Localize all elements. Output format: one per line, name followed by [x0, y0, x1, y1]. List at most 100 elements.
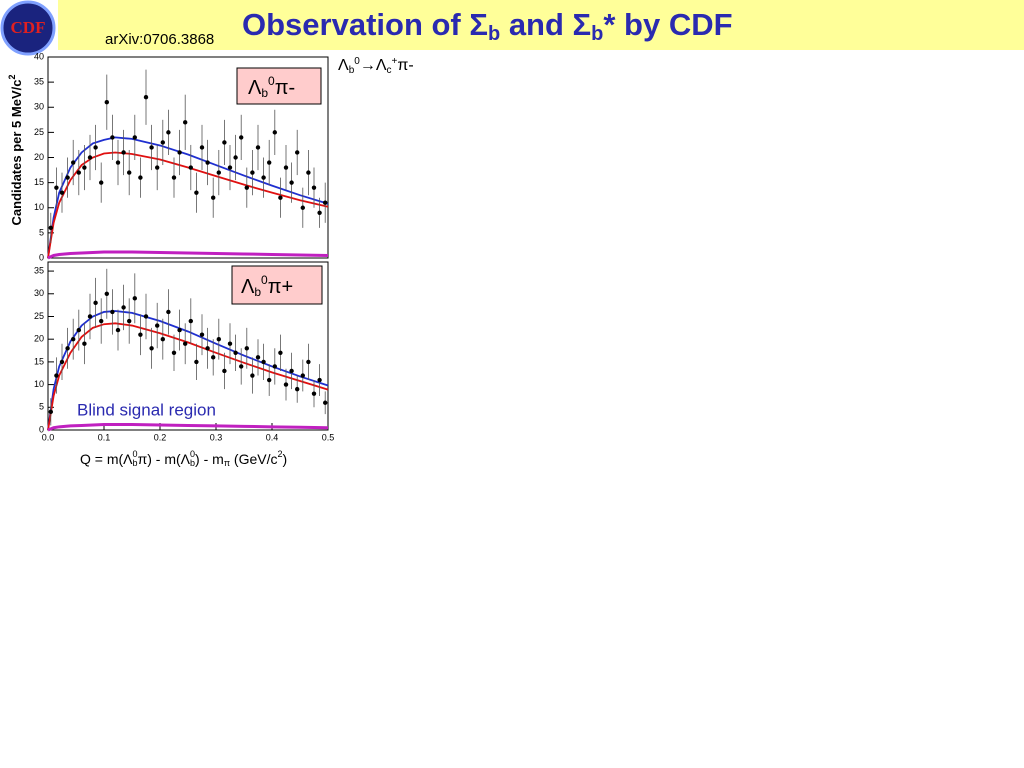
data-point [306, 359, 311, 365]
y-tick-label: 20 [34, 334, 44, 344]
data-point [71, 336, 76, 342]
panel-label-box [231, 265, 323, 305]
data-point [138, 175, 143, 180]
panel-sup: 0 [261, 273, 268, 287]
data-point [216, 170, 221, 175]
data-point [183, 341, 188, 346]
panel-part: π- [275, 77, 295, 99]
data-point [317, 377, 322, 383]
data-point [155, 323, 160, 328]
x-label-part: ) [283, 451, 288, 467]
x-tick-label: 0.2 [154, 432, 167, 442]
data-point [54, 185, 59, 190]
data-point [188, 165, 193, 170]
y-tick-label: 0 [39, 424, 44, 434]
panel-sup: 0 [268, 74, 275, 88]
data-point [205, 346, 210, 351]
data-point [295, 386, 300, 392]
decay-sub: c [387, 65, 392, 76]
y-label-part: Candidates per 5 MeV/c [9, 80, 24, 226]
data-point [171, 350, 177, 356]
data-point [311, 391, 317, 396]
data-point [48, 225, 53, 231]
data-point [99, 318, 104, 324]
data-point [99, 180, 104, 185]
y-tick-label: 35 [34, 77, 44, 87]
arxiv-ref: arXiv:0706.3868 [105, 31, 214, 48]
data-point [278, 195, 283, 200]
data-point [199, 145, 205, 150]
fit-curve [47, 250, 329, 260]
data-point [93, 145, 98, 150]
decay-label: Λb0→Λc+π- [338, 56, 414, 76]
data-point [121, 150, 126, 155]
data-point [82, 341, 87, 346]
data-point [289, 368, 294, 374]
decay-sup: + [392, 56, 398, 67]
data-point [166, 309, 171, 315]
logo-text: CDF [11, 18, 46, 37]
x-tick-label: 0.1 [98, 432, 111, 442]
data-point [255, 145, 261, 150]
data-point [76, 170, 82, 175]
data-point [295, 150, 300, 155]
data-point [110, 135, 115, 140]
y-tick-label: 5 [39, 227, 44, 237]
y-tick-label: 20 [34, 152, 44, 162]
data-point [222, 368, 227, 374]
data-point [132, 296, 137, 301]
data-point [143, 95, 149, 100]
x-label-part: (GeV/c [230, 451, 277, 467]
x-label-part: ) - m [195, 451, 224, 467]
decay-part: Λ [338, 57, 349, 74]
data-point [110, 309, 115, 315]
data-point [115, 327, 121, 333]
x-axis-label: Q = m(Λb0π) - m(Λb0) - mπ (GeV/c2) [80, 449, 287, 468]
decay-part: →Λ [360, 57, 387, 74]
x-label-part: π) - m(Λ [138, 451, 191, 467]
data-point [222, 140, 227, 145]
data-point [239, 364, 244, 369]
decay-sup: 0 [354, 56, 360, 67]
data-point [82, 165, 87, 170]
data-point [261, 175, 266, 180]
y-tick-label: 10 [34, 379, 44, 389]
title-sub: b [488, 23, 500, 45]
panel-sub: b [261, 86, 268, 100]
panel-label-box [236, 67, 322, 105]
x-tick-label: 0.3 [210, 432, 223, 442]
data-point [48, 409, 53, 415]
y-axis-label: Candidates per 5 MeV/c2 [7, 75, 24, 226]
data-point [183, 120, 188, 125]
y-tick-label: 30 [34, 102, 44, 112]
data-point [250, 373, 255, 378]
panel-part: Λ [241, 276, 255, 298]
data-point [160, 140, 165, 145]
panel-part: π+ [268, 276, 293, 298]
data-point [127, 170, 132, 175]
data-point [255, 355, 261, 360]
data-point [306, 170, 311, 175]
panel-sub: b [254, 285, 261, 299]
x-label-sup: 2 [278, 449, 283, 459]
x-label-sub: b [190, 458, 195, 468]
data-point [76, 327, 82, 333]
y-tick-label: 10 [34, 202, 44, 212]
data-point [233, 155, 238, 160]
data-point [59, 359, 65, 365]
data-point [272, 130, 277, 135]
data-point [283, 382, 289, 387]
y-tick-label: 25 [34, 127, 44, 137]
data-point [216, 336, 221, 342]
data-point [149, 346, 154, 351]
x-tick-label: 0.0 [42, 432, 55, 442]
y-tick-label: 40 [34, 51, 44, 61]
data-point [323, 200, 328, 205]
data-point [138, 332, 143, 337]
data-point [54, 373, 59, 378]
data-point [261, 359, 266, 365]
data-point [115, 160, 121, 165]
panel-label: Λb0π- [248, 74, 295, 100]
